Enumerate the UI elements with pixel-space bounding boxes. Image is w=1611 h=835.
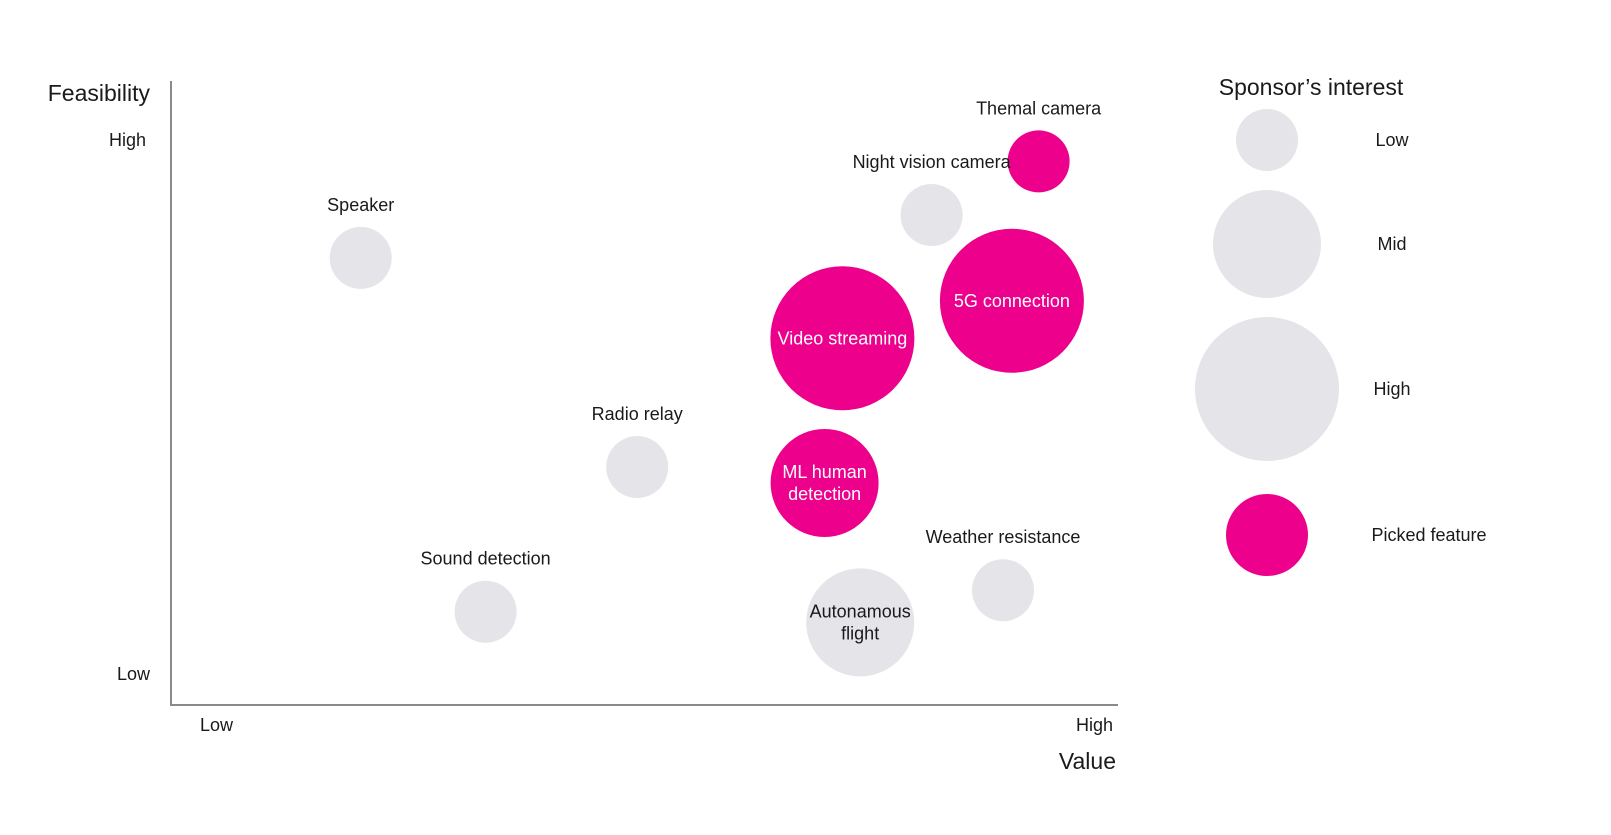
- bubble-night-vision-camera: [900, 184, 963, 246]
- bubbles-group: Themal camera Night vision camera Speaker 5…: [327, 98, 1102, 677]
- bubble-weather-resistance: [972, 559, 1034, 622]
- bubble-label-night-vision-camera: Night vision camera: [853, 152, 1012, 172]
- bubble-label-weather-resistance: Weather resistance: [926, 527, 1081, 547]
- legend-swatch-mid: [1213, 190, 1321, 298]
- bubble-label-sound-detection: Sound detection: [421, 549, 551, 569]
- legend-label-low: Low: [1375, 130, 1409, 150]
- bubble-label-speaker: Speaker: [327, 195, 394, 215]
- bubble-label-ml-human-detection: ML human detection: [782, 462, 866, 504]
- y-tick-low: Low: [117, 664, 151, 684]
- bubble-radio-relay: [606, 436, 669, 498]
- legend-label-high: High: [1373, 379, 1410, 399]
- bubble-label-autonamous-flight: Autonamous flight: [810, 601, 911, 643]
- legend-items: Low Mid High Picked feature: [1195, 109, 1487, 576]
- bubble-video-streaming: [770, 266, 915, 411]
- legend-label-picked-feature: Picked feature: [1371, 525, 1486, 545]
- bubble-themal-camera: [1007, 130, 1070, 193]
- bubble-autonamous-flight: [806, 568, 915, 677]
- bubble-5g-connection: [939, 228, 1084, 373]
- x-axis-title: Value: [1059, 748, 1116, 774]
- bubble-label-radio-relay: Radio relay: [592, 404, 683, 424]
- y-axis-title: Feasibility: [48, 80, 151, 106]
- bubble-sound-detection: [454, 580, 517, 643]
- legend-swatch-low: [1236, 109, 1298, 171]
- x-tick-low: Low: [200, 715, 234, 735]
- bubble-label-5g-connection: 5G connection: [954, 291, 1070, 311]
- bubble-speaker: [329, 226, 392, 289]
- bubble-ml-human-detection: [770, 429, 879, 537]
- legend: Sponsor’s interest Low Mid High Picked feat…: [1195, 74, 1487, 576]
- legend-label-mid: Mid: [1377, 234, 1406, 254]
- legend-swatch-picked-feature: [1226, 494, 1308, 576]
- y-tick-high: High: [109, 130, 146, 150]
- x-tick-high: High: [1076, 715, 1113, 735]
- axes: Feasibility High Low Low High Value: [48, 80, 1118, 774]
- bubble-label-themal-camera: Themal camera: [976, 98, 1102, 118]
- bubble-label-video-streaming: Video streaming: [778, 328, 908, 348]
- legend-swatch-high: [1195, 317, 1339, 461]
- legend-title: Sponsor’s interest: [1219, 74, 1404, 100]
